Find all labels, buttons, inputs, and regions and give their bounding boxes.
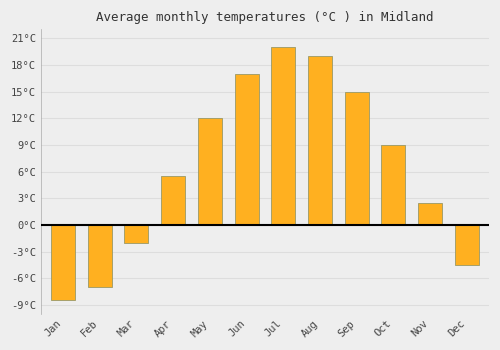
- Bar: [272, 47, 295, 225]
- Bar: [51, 225, 75, 300]
- Bar: [345, 92, 368, 225]
- Bar: [88, 225, 112, 287]
- Bar: [308, 56, 332, 225]
- Bar: [198, 118, 222, 225]
- Bar: [124, 225, 148, 243]
- Bar: [418, 203, 442, 225]
- Bar: [234, 74, 258, 225]
- Bar: [382, 145, 406, 225]
- Bar: [455, 225, 479, 265]
- Title: Average monthly temperatures (°C ) in Midland: Average monthly temperatures (°C ) in Mi…: [96, 11, 434, 24]
- Bar: [161, 176, 185, 225]
